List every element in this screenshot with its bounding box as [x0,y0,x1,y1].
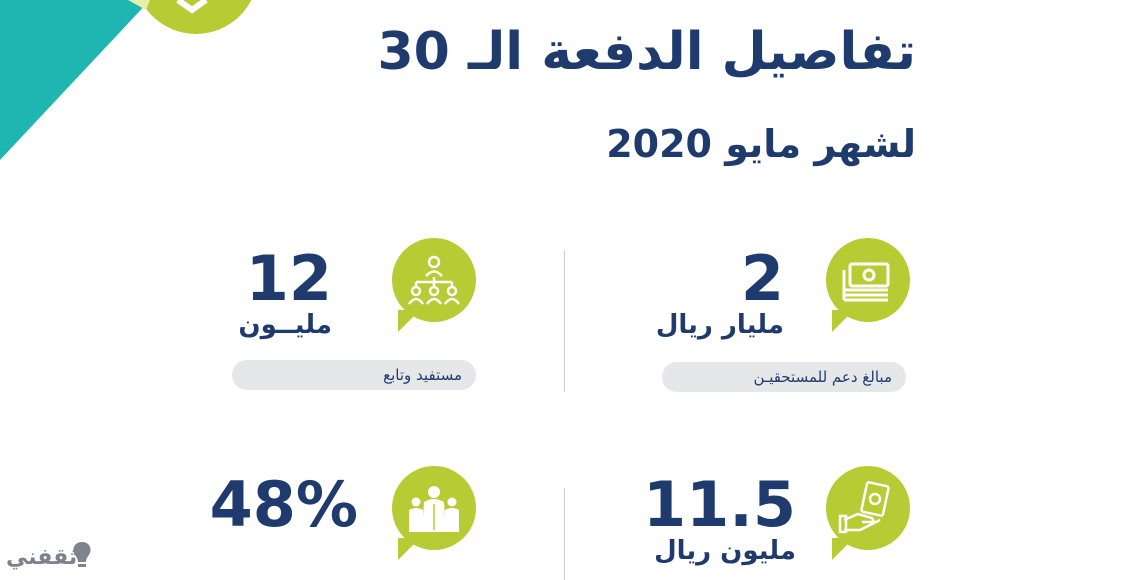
corner-decoration [0,0,252,160]
cash-amount-unit: مليون ريال [654,536,796,566]
cash-amount-value: 11.5 [643,468,796,541]
lightbulb-icon [73,542,91,567]
support-amount-unit: مليار ريال [655,310,784,340]
hand-money-icon [826,466,910,560]
family-icon [392,466,476,560]
support-amount-value: 2 [740,242,784,315]
support-amount-label: مبالغ دعم للمستحقيـن [662,362,906,392]
percentage-value: 48% [209,468,358,541]
page-title: تفاصيل الدفعة الـ 30 [377,22,917,82]
column-divider-top [564,250,565,392]
beneficiaries-unit: مليــون [238,310,332,340]
column-divider-bottom [564,488,565,580]
beneficiaries-label: مستفيد وتابع [232,360,476,390]
money-stack-icon [826,238,910,332]
people-hierarchy-icon [392,238,476,332]
watermark-text: ثقفني [6,545,78,570]
beneficiaries-value: 12 [245,242,332,315]
page-subtitle: لشهر مايو 2020 [606,122,916,166]
